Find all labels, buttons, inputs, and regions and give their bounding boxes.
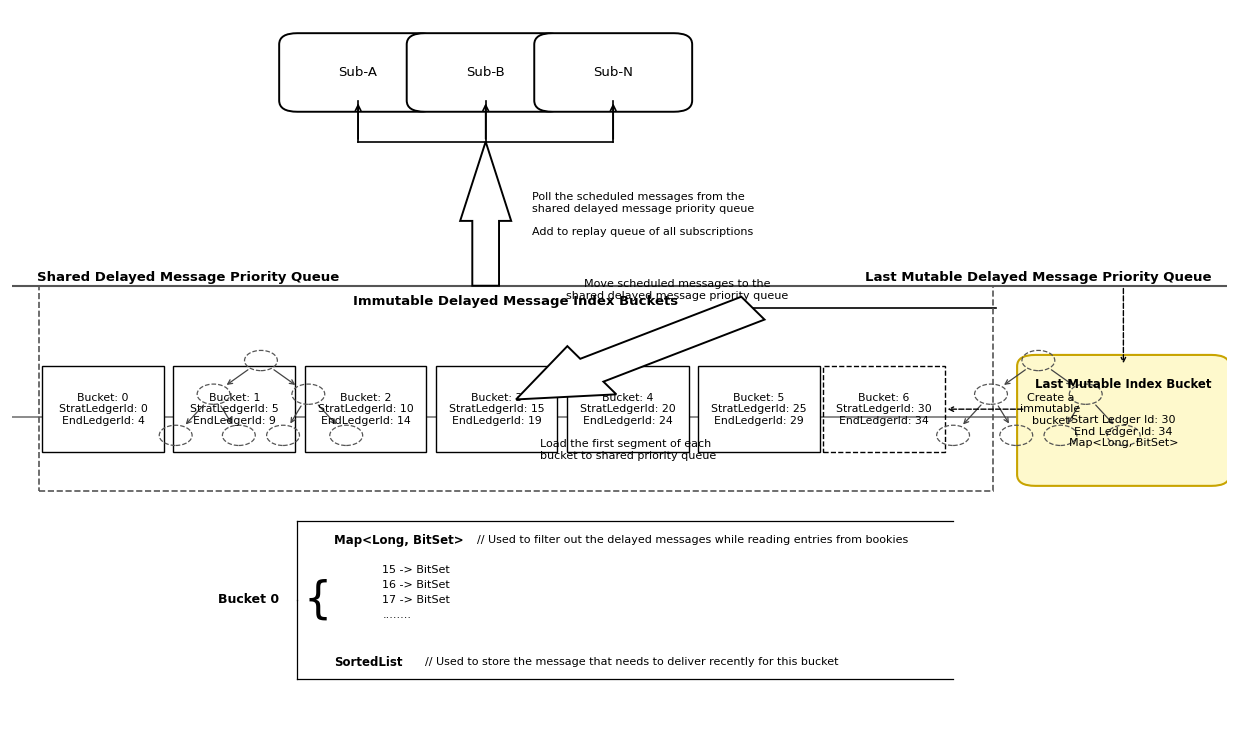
Text: Create a
immutable
bucket: Create a immutable bucket xyxy=(1021,393,1081,426)
Text: Shared Delayed Message Priority Queue: Shared Delayed Message Priority Queue xyxy=(38,271,339,284)
Text: Sub-A: Sub-A xyxy=(339,66,378,79)
Text: Last Mutable Index Bucket: Last Mutable Index Bucket xyxy=(1035,379,1212,391)
Text: Bucket: 4
StratLedgerId: 20
EndLedgerId: 24: Bucket: 4 StratLedgerId: 20 EndLedgerId:… xyxy=(580,393,676,426)
Bar xyxy=(39,285,993,491)
FancyBboxPatch shape xyxy=(279,33,437,112)
Polygon shape xyxy=(515,297,764,400)
FancyBboxPatch shape xyxy=(407,33,564,112)
Text: // Used to filter out the delayed messages while reading entries from bookies: // Used to filter out the delayed messag… xyxy=(477,535,908,545)
Text: Load the first segment of each
bucket to shared priority queue: Load the first segment of each bucket to… xyxy=(540,439,717,460)
Text: Poll the scheduled messages from the
shared delayed message priority queue

Add : Poll the scheduled messages from the sha… xyxy=(532,192,754,237)
Text: Map<Long, BitSet>: Map<Long, BitSet> xyxy=(334,534,463,547)
Text: Bucket: 2
StratLedgerId: 10
EndLedgerId: 14: Bucket: 2 StratLedgerId: 10 EndLedgerId:… xyxy=(318,393,413,426)
Text: Immutable Delayed Message Index Buckets: Immutable Delayed Message Index Buckets xyxy=(354,294,678,308)
FancyBboxPatch shape xyxy=(534,33,692,112)
Bar xyxy=(823,366,945,452)
Text: Sub-N: Sub-N xyxy=(593,66,633,79)
Text: Bucket 0: Bucket 0 xyxy=(218,593,279,607)
Text: Bucket: 6
StratLedgerId: 30
EndLedgerId: 34: Bucket: 6 StratLedgerId: 30 EndLedgerId:… xyxy=(836,393,932,426)
Text: Move scheduled messages to the
shared delayed message priority queue: Move scheduled messages to the shared de… xyxy=(567,279,788,300)
Bar xyxy=(567,366,688,452)
Text: SortedList: SortedList xyxy=(334,656,403,668)
Polygon shape xyxy=(460,142,512,285)
Text: 15 -> BitSet
16 -> BitSet
17 -> BitSet
........: 15 -> BitSet 16 -> BitSet 17 -> BitSet .… xyxy=(383,566,450,620)
Text: {: { xyxy=(304,578,332,622)
Text: Bucket: 3
StratLedgerId: 15
EndLedgerId: 19: Bucket: 3 StratLedgerId: 15 EndLedgerId:… xyxy=(449,393,544,426)
FancyBboxPatch shape xyxy=(1017,355,1230,486)
Text: // Used to store the message that needs to deliver recently for this bucket: // Used to store the message that needs … xyxy=(425,657,838,667)
Text: Start Ledger Id: 30
End Ledger Id: 34
Map<Long, BitSet>: Start Ledger Id: 30 End Ledger Id: 34 Ma… xyxy=(1068,415,1178,448)
Text: Bucket: 0
StratLedgerId: 0
EndLedgerId: 4: Bucket: 0 StratLedgerId: 0 EndLedgerId: … xyxy=(59,393,148,426)
Text: Bucket: 5
StratLedgerId: 25
EndLedgerId: 29: Bucket: 5 StratLedgerId: 25 EndLedgerId:… xyxy=(711,393,807,426)
Text: Last Mutable Delayed Message Priority Queue: Last Mutable Delayed Message Priority Qu… xyxy=(866,271,1212,284)
Bar xyxy=(174,366,295,452)
Text: Sub-B: Sub-B xyxy=(467,66,505,79)
Bar xyxy=(435,366,558,452)
Bar xyxy=(305,366,427,452)
Text: Bucket: 1
StratLedgerId: 5
EndLedgerId: 9: Bucket: 1 StratLedgerId: 5 EndLedgerId: … xyxy=(190,393,279,426)
Bar xyxy=(698,366,819,452)
Bar xyxy=(43,366,164,452)
